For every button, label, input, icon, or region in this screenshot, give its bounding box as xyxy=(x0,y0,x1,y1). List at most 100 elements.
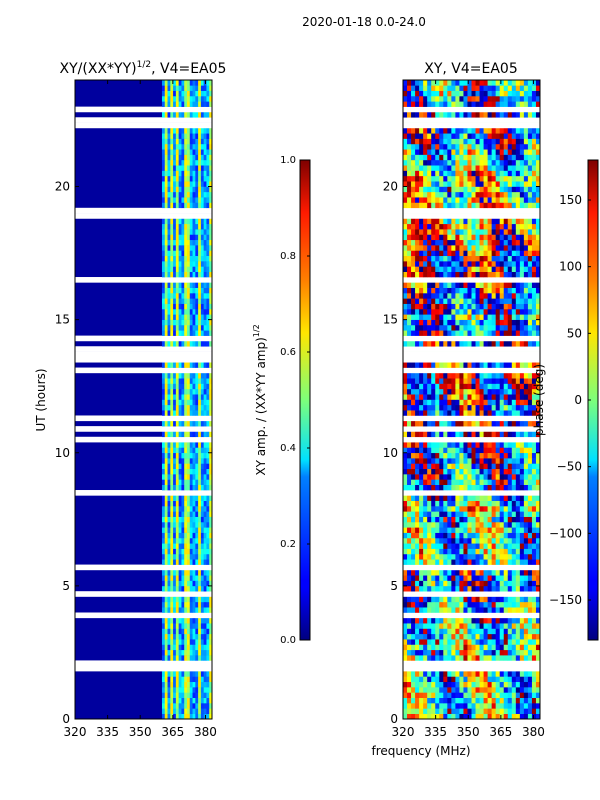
right-heatmap-cell xyxy=(463,500,468,507)
right-heatmap-cell xyxy=(463,708,468,714)
right-heatmap-cell xyxy=(443,607,448,613)
right-heatmap-cell xyxy=(415,447,420,454)
right-heatmap-cell xyxy=(403,655,408,661)
right-heatmap-cell xyxy=(467,255,472,262)
left-heatmap-cell xyxy=(175,644,179,651)
right-heatmap-cell xyxy=(531,245,537,251)
left-heatmap-cell xyxy=(175,633,179,640)
left-heatmap-cell xyxy=(192,500,196,507)
right-heatmap-cell xyxy=(483,500,488,507)
right-heatmap-cell xyxy=(519,463,525,470)
right-heatmap-cell xyxy=(431,154,436,161)
right-heatmap-cell xyxy=(447,527,452,533)
right-heatmap-cell xyxy=(419,495,424,501)
right-heatmap-cell xyxy=(487,287,492,294)
right-heatmap-cell xyxy=(531,234,537,241)
left-heatmap-cell xyxy=(184,713,188,719)
right-heatmap-cell xyxy=(431,149,436,155)
right-heatmap-cell xyxy=(479,559,484,565)
left-heatmap-cell xyxy=(175,261,179,267)
left-heatmap-cell xyxy=(189,420,193,427)
left-heatmap-cell xyxy=(178,601,182,608)
right-heatmap-cell xyxy=(419,601,424,608)
left-heatmap-cell xyxy=(206,553,210,560)
right-heatmap-cell xyxy=(439,708,444,714)
left-heatmap-cell xyxy=(186,340,191,347)
right-heatmap-cell xyxy=(439,687,444,693)
right-heatmap-cell xyxy=(499,394,505,400)
left-heatmap-cell xyxy=(209,218,212,225)
left-heatmap-cell xyxy=(186,506,191,512)
right-heatmap-cell xyxy=(531,479,537,485)
left-heatmap-cell xyxy=(189,218,193,225)
left-heatmap-cell xyxy=(175,617,179,624)
right-heatmap-cell xyxy=(531,649,537,656)
left-heatmap-cell xyxy=(186,239,191,246)
right-heatmap-cell xyxy=(507,410,513,416)
right-heatmap-cell xyxy=(407,628,412,635)
right-heatmap-cell xyxy=(447,223,452,230)
right-heatmap-cell xyxy=(419,633,424,640)
right-heatmap-cell xyxy=(427,223,432,230)
right-heatmap-cell xyxy=(515,303,521,310)
left-heatmap-cell xyxy=(164,314,168,320)
right-heatmap-cell xyxy=(519,687,525,693)
right-heatmap-cell xyxy=(499,245,505,251)
left-heatmap-cell xyxy=(164,452,168,459)
left-heatmap-cell xyxy=(198,154,202,161)
right-heatmap-cell xyxy=(523,479,529,485)
right-heatmap-cell xyxy=(443,442,448,448)
right-heatmap-cell xyxy=(407,186,412,193)
left-heatmap-cell xyxy=(170,170,174,177)
left-heatmap-cell xyxy=(192,308,196,315)
left-heatmap-cell xyxy=(184,324,188,331)
left-heatmap-cell xyxy=(195,149,199,155)
right-heatmap-cell xyxy=(519,655,525,661)
right-heatmap-cell xyxy=(527,687,533,693)
right-heatmap-cell xyxy=(527,229,533,235)
left-heatmap-cell xyxy=(206,245,210,251)
left-heatmap-cell xyxy=(192,458,196,464)
left-heatmap-cell xyxy=(209,708,212,714)
right-heatmap-cell xyxy=(471,628,476,635)
left-heatmap-cell xyxy=(170,543,174,549)
right-heatmap-cell xyxy=(495,324,501,331)
left-heatmap-cell xyxy=(200,692,204,698)
left-heatmap-cell xyxy=(170,559,174,565)
left-heatmap-cell xyxy=(167,681,171,688)
right-heatmap-cell xyxy=(507,319,513,326)
right-heatmap-cell xyxy=(415,303,420,310)
left-heatmap-cell xyxy=(203,378,207,384)
right-heatmap-cell xyxy=(431,383,436,390)
left-heatmap-cell xyxy=(170,319,174,326)
left-heatmap-cell xyxy=(200,559,204,565)
left-heatmap-cell xyxy=(203,90,207,97)
left-heatmap-cell xyxy=(161,229,166,235)
right-heatmap-cell xyxy=(499,282,505,288)
left-heatmap-cell xyxy=(175,649,179,656)
right-heatmap-cell xyxy=(427,692,432,698)
left-heatmap-cell xyxy=(178,340,182,347)
left-heatmap-cell xyxy=(164,671,168,677)
right-heatmap-cell xyxy=(403,261,408,267)
left-heatmap-cell xyxy=(173,80,177,86)
right-heatmap-cell xyxy=(463,463,468,470)
right-heatmap-cell xyxy=(491,521,496,528)
right-heatmap-cell xyxy=(487,324,492,331)
left-heatmap-cell xyxy=(161,234,166,241)
left-heatmap-cell xyxy=(198,644,202,651)
left-heatmap-cell xyxy=(192,255,196,262)
right-heatmap-cell xyxy=(515,596,521,603)
right-heatmap-cell xyxy=(519,404,525,411)
right-heatmap-cell xyxy=(467,266,472,272)
left-heatmap-cell xyxy=(170,314,174,320)
left-heatmap-cell xyxy=(170,271,174,278)
left-heatmap-cell xyxy=(203,383,207,390)
right-heatmap-cell xyxy=(435,266,440,272)
left-heatmap-cell xyxy=(192,575,196,581)
left-heatmap-cell xyxy=(184,458,188,464)
right-heatmap-cell xyxy=(431,175,436,182)
left-heatmap-cell xyxy=(161,165,166,171)
left-heatmap-cell xyxy=(200,500,204,507)
right-heatmap-cell xyxy=(491,447,496,454)
